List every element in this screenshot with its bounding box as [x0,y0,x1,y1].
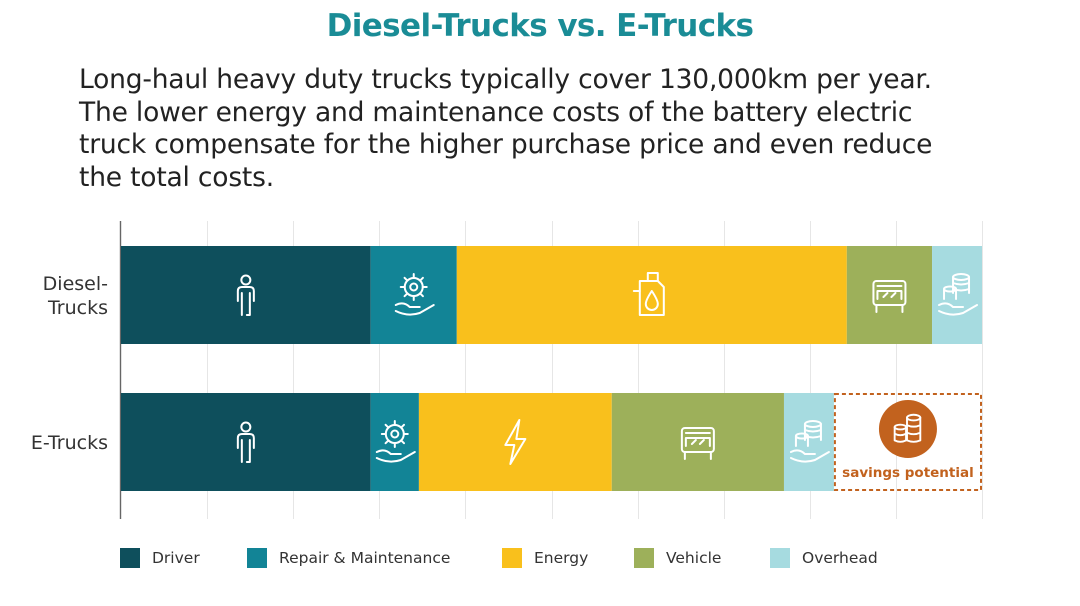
legend-label-driver: Driver [152,549,200,567]
legend-item-energy: Energy [502,548,588,568]
intro-line-2: The lower energy and maintenance costs o… [79,96,913,128]
legend-item-vehicle: Vehicle [634,548,721,568]
coins-hand-icon [789,420,830,463]
person-icon [236,421,255,463]
legend-label-energy: Energy [534,549,589,567]
page-title: Diesel-Trucks vs. E-Trucks [326,8,754,44]
bar-energy-0 [456,246,847,344]
truck-front-icon [872,280,907,313]
category-label-0: Diesel-Trucks [43,273,108,319]
legend-swatch-energy [502,548,522,568]
intro-paragraph: Long-haul heavy duty trucks typically co… [79,64,1009,194]
coins-hand-icon [938,273,979,316]
gear-hand-icon [394,273,435,316]
savings-label: savings potential [842,465,974,481]
bar-driver-1 [121,393,371,491]
bar-energy-1 [418,393,612,491]
intro-line-3: truck compensate for the higher purchase… [79,129,933,160]
intro-line-4: the total costs. [79,161,274,193]
fuel-canister-icon [632,272,665,316]
bar-vehicle-0 [846,246,933,344]
intro-line-1: Long-haul heavy duty trucks typically co… [79,64,932,95]
truck-front-icon [680,427,715,460]
bar-vehicle-1 [611,393,784,491]
person-icon [236,274,255,316]
legend-swatch-repair [247,548,267,568]
gear-hand-icon [375,420,416,463]
savings-circle [878,400,937,458]
legend-swatch-overhead [770,548,790,568]
bar-driver-0 [121,246,371,344]
legend-item-driver: Driver [120,548,200,568]
legend-label-vehicle: Vehicle [666,549,722,567]
legend-swatch-driver [120,548,140,568]
legend-label-overhead: Overhead [802,549,878,567]
legend-swatch-vehicle [634,548,654,568]
legend-item-overhead: Overhead [770,548,878,568]
coins-icon [893,413,922,443]
lightning-icon [504,419,527,465]
savings-box [833,393,983,491]
legend-item-repair: Repair & Maintenance [247,548,450,568]
category-label-1: E-Trucks [31,432,108,454]
legend-label-repair: Repair & Maintenance [279,549,451,567]
